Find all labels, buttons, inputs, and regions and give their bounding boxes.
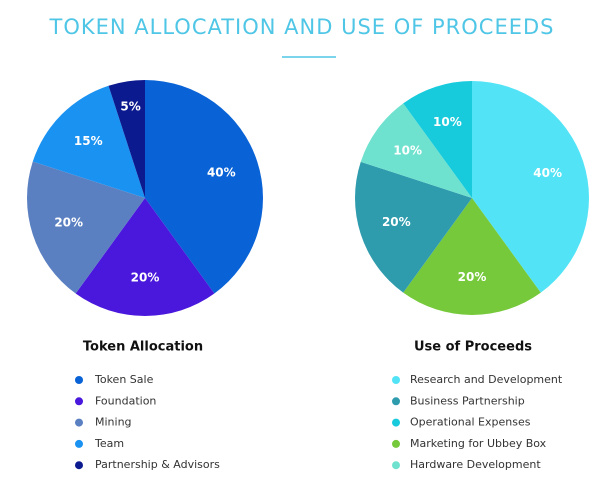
slice-label: 15%	[74, 134, 103, 148]
legend-swatch	[75, 418, 83, 427]
legend-label: Business Partnership	[410, 394, 525, 407]
legend-swatch	[392, 439, 400, 448]
legend-swatch	[75, 461, 83, 470]
pie-slice	[472, 80, 590, 293]
legend-swatch	[75, 439, 83, 448]
legend-label: Team	[94, 437, 124, 450]
legend-label: Token Sale	[94, 373, 154, 386]
legend-label: Mining	[95, 416, 132, 429]
pie-slice	[26, 161, 145, 294]
chart-title: Token Allocation	[83, 340, 203, 355]
slice-label: 5%	[120, 100, 140, 114]
legend-label: Marketing for Ubbey Box	[410, 437, 547, 450]
legend-swatch	[392, 376, 400, 384]
slice-label: 20%	[382, 215, 411, 229]
slice-label: 40%	[533, 166, 562, 180]
legend-swatch	[392, 461, 400, 470]
legend-label: Operational Expenses	[410, 416, 531, 429]
slice-label: 10%	[393, 144, 422, 158]
legend-swatch	[75, 397, 83, 406]
legend-label: Foundation	[95, 394, 156, 407]
slice-label: 10%	[433, 115, 462, 129]
chart-title: Use of Proceeds	[414, 340, 532, 355]
legend-swatch	[75, 376, 83, 384]
pie-slice	[360, 103, 472, 198]
legend-label: Partnership & Advisors	[95, 458, 220, 471]
legend-label: Hardware Development	[410, 458, 541, 471]
slice-label: 20%	[54, 215, 83, 229]
pie-slice	[355, 161, 472, 293]
pie-slice	[75, 198, 215, 317]
pie-slice	[32, 85, 145, 198]
pie-slice	[403, 198, 541, 316]
legend-swatch	[392, 418, 400, 427]
page-title: TOKEN ALLOCATION AND USE OF PROCEEDS	[49, 15, 555, 39]
legend-label: Research and Development	[410, 373, 563, 386]
legend-swatch	[392, 397, 400, 406]
slice-label: 20%	[131, 271, 160, 285]
slice-label: 40%	[207, 166, 236, 180]
pie-slice	[403, 81, 472, 198]
pie-slice	[108, 80, 145, 198]
slice-label: 20%	[458, 270, 487, 284]
pie-slice	[145, 80, 264, 294]
